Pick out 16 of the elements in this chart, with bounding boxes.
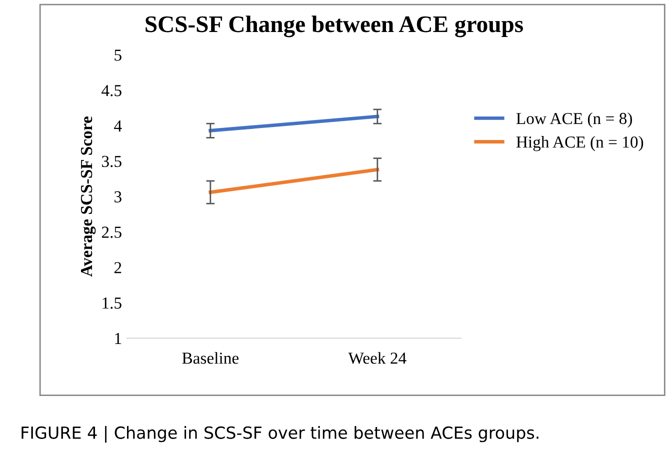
y-tick-label: 1	[115, 332, 122, 344]
legend-label: Low ACE (n = 8)	[516, 112, 632, 128]
x-tick-label: Week 24	[348, 352, 406, 364]
y-tick-label: 3.5	[102, 156, 122, 168]
y-tick-label: 1.5	[102, 298, 122, 309]
y-axis-title: Average SCS-SF Score	[80, 116, 96, 277]
chart-title: SCS-SF Change between ACE groups	[146, 16, 524, 38]
x-tick-label: Baseline	[182, 352, 239, 364]
y-tick-label: 5	[114, 50, 122, 61]
y-tick-label: 4	[114, 120, 122, 132]
caption: FIGURE 4 | Change in SCS-SF over time between ACEs groups.	[22, 426, 538, 443]
y-tick-label: 4.5	[102, 85, 122, 96]
y-tick-label: 2	[114, 262, 122, 274]
y-tick-label: 3	[114, 191, 122, 202]
legend-label: High ACE (n = 10)	[516, 136, 644, 152]
y-tick-label: 2.5	[102, 226, 122, 238]
